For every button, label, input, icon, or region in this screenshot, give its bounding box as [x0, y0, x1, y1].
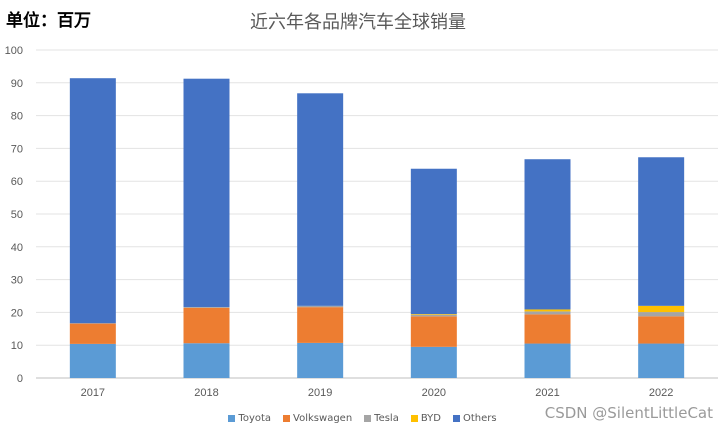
legend-item-byd: BYD	[410, 413, 441, 424]
y-tick-label: 20	[11, 307, 23, 319]
x-tick-label: 2020	[422, 387, 446, 399]
y-axis-ticks: 0 10 20 30 40 50 60 70 80 90 100	[5, 45, 23, 385]
bar-byd-2021	[524, 309, 571, 312]
legend-swatch	[283, 415, 291, 422]
bar-volkswagen-2019	[297, 307, 344, 343]
bar-tesla-2020	[410, 314, 457, 317]
legend-swatch	[410, 415, 418, 422]
y-tick-label: 0	[17, 373, 23, 385]
x-tick-label: 2017	[81, 387, 105, 399]
bar-toyota-2020	[410, 346, 457, 378]
bar-toyota-2019	[297, 342, 344, 378]
bar-others-2021	[524, 159, 571, 310]
legend-label: Tesla	[374, 413, 399, 424]
x-axis-ticks: 2017 2018 2019 2020 2021 2022	[81, 387, 674, 399]
chart-title: 近六年各品牌汽车全球销量	[250, 12, 466, 33]
bar-others-2018	[183, 78, 230, 307]
bar-tesla-2021	[524, 311, 571, 315]
legend-label: Others	[462, 413, 497, 424]
bar-volkswagen-2017	[69, 323, 116, 344]
bar-toyota-2017	[69, 343, 116, 378]
legend-swatch	[452, 415, 460, 422]
legend-swatch	[364, 415, 372, 422]
gridlines	[36, 49, 718, 379]
x-tick-label: 2021	[535, 387, 559, 399]
legend-item-tesla: Tesla	[364, 413, 399, 424]
bar-volkswagen-2020	[410, 316, 457, 347]
legend-label: Volkswagen	[293, 413, 353, 424]
y-tick-label: 10	[11, 340, 23, 352]
watermark: CSDN @SilentLittleCat	[544, 404, 713, 422]
bar-volkswagen-2018	[183, 307, 230, 344]
x-tick-label: 2019	[308, 387, 332, 399]
bar-tesla-2018	[183, 306, 230, 308]
y-tick-label: 70	[11, 143, 23, 155]
x-tick-label: 2022	[649, 387, 673, 399]
bar-toyota-2018	[183, 343, 230, 378]
bar-tesla-2019	[297, 305, 344, 308]
legend-item-toyota: Toyota	[228, 413, 271, 424]
y-tick-label: 30	[11, 275, 23, 287]
bar-others-2017	[69, 78, 116, 324]
bar-tesla-2022	[638, 312, 685, 317]
legend-label: BYD	[420, 413, 441, 424]
y-tick-label: 80	[11, 111, 23, 123]
y-tick-label: 40	[11, 242, 23, 254]
y-tick-label: 50	[11, 209, 23, 221]
bar-toyota-2021	[524, 343, 571, 378]
bar-volkswagen-2022	[638, 316, 685, 344]
y-tick-label: 90	[11, 78, 23, 90]
legend-item-others: Others	[452, 413, 497, 424]
bar-others-2022	[638, 157, 685, 306]
y-tick-label: 60	[11, 176, 23, 188]
x-tick-label: 2018	[194, 387, 218, 399]
bar-toyota-2022	[638, 343, 685, 378]
legend: Toyota Volkswagen Tesla BYD Others	[0, 413, 725, 424]
bars	[69, 78, 685, 378]
bar-others-2020	[410, 168, 457, 315]
bar-volkswagen-2021	[524, 314, 571, 344]
y-tick-label: 100	[5, 45, 23, 57]
unit-label: 单位：百万	[6, 11, 91, 31]
bar-byd-2020	[410, 314, 457, 315]
legend-label: Toyota	[238, 413, 272, 424]
bar-others-2019	[297, 93, 344, 306]
bar-byd-2022	[638, 305, 685, 313]
legend-swatch	[228, 415, 236, 422]
legend-item-volkswagen: Volkswagen	[283, 413, 352, 424]
